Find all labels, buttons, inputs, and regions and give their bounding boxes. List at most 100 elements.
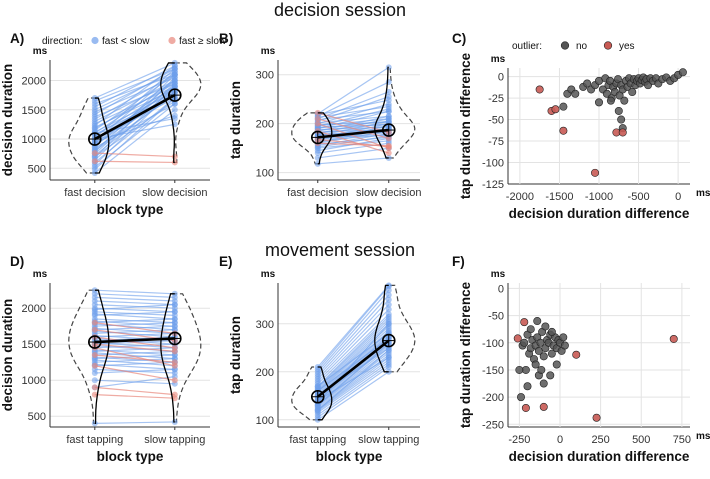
y-tick-label: 2000	[22, 303, 46, 315]
paired-line-blue	[317, 294, 390, 375]
paired-line-red	[317, 130, 389, 154]
y-tick-label: 0	[498, 72, 504, 84]
paired-line-blue	[94, 293, 175, 298]
y-unit-label: ms	[491, 54, 506, 65]
y-tick-label: -150	[482, 365, 504, 377]
scatter-point-no	[594, 98, 603, 107]
y-tick-label: -125	[482, 179, 504, 191]
inner-density-left	[94, 97, 110, 174]
x-tick-label: slow decision	[142, 187, 207, 199]
paired-line-red	[94, 160, 175, 164]
direction-legend: direction: fast < slow fast ≥ slow	[42, 36, 227, 47]
paired-line-blue	[317, 323, 390, 391]
paired-line-blue	[94, 65, 176, 108]
y-tick-label: 500	[28, 163, 46, 175]
point-blue	[91, 370, 98, 376]
legend-outlier-title: outlier:	[512, 41, 542, 52]
x-unit-label: ms	[696, 431, 710, 442]
paired-line-blue	[317, 364, 390, 416]
point-blue	[385, 301, 392, 308]
y-tick-label: -250	[482, 419, 504, 431]
inner-density-right	[374, 66, 389, 159]
panel-4: D) 500 1000 1500 2000 ms decision duration bloc…	[0, 254, 210, 464]
paired-line-blue	[317, 349, 390, 411]
panel-3: C) -125 -100 -75 -50 -25 0 ms tap duration diffe…	[452, 31, 710, 221]
legend-red-swatch	[168, 36, 176, 45]
panel-label: C)	[452, 31, 466, 46]
y-tick-label: 1500	[22, 339, 46, 351]
density-outline-left	[291, 366, 318, 421]
paired-line-blue	[94, 88, 176, 128]
scatter-point-yes	[572, 350, 581, 359]
point-red	[171, 153, 178, 160]
y-axis-title: tap duration difference	[458, 52, 473, 199]
x-tick-label: slow tapping	[358, 434, 419, 446]
paired-line-blue	[317, 103, 389, 125]
paired-line-blue	[317, 318, 390, 388]
density-outline-right	[174, 293, 202, 423]
y-axis-title: tap duration difference	[458, 281, 473, 428]
x-tick-label: 250	[591, 434, 609, 446]
point-red	[91, 158, 98, 165]
scatter-point-no	[523, 382, 532, 391]
point-blue	[385, 292, 392, 298]
paired-line-blue	[317, 359, 390, 412]
point-red	[171, 377, 178, 384]
panel-label: B)	[219, 31, 233, 46]
y-tick-label: -100	[482, 158, 504, 170]
scatter-point-no	[552, 360, 561, 369]
paired-line-blue	[317, 356, 390, 411]
paired-line-blue	[94, 421, 175, 424]
scatter-point-no	[531, 360, 540, 369]
y-tick-label: -75	[488, 136, 504, 148]
point-red	[314, 115, 321, 122]
scatter-point-no	[533, 317, 542, 326]
y-tick-label: -200	[482, 392, 504, 404]
paired-line-blue	[94, 304, 175, 309]
paired-line-blue	[317, 330, 390, 394]
paired-line-blue	[317, 361, 390, 414]
x-axis-title: block type	[316, 202, 383, 217]
y-tick-label: 300	[256, 70, 274, 82]
point-red	[91, 319, 98, 326]
density-outline-right	[388, 284, 416, 373]
inner-density-right	[160, 62, 175, 164]
point-red	[91, 150, 98, 157]
point-blue	[385, 306, 392, 313]
scatter-point-no	[559, 333, 568, 342]
y-tick-label: -25	[488, 93, 504, 105]
scatter-point-no	[526, 325, 535, 334]
paired-line-blue	[94, 77, 176, 113]
inner-density-left	[317, 112, 333, 165]
point-blue	[171, 80, 178, 87]
y-unit-label: ms	[491, 269, 506, 280]
legend-direction-fast-lt-slow: fast < slow	[102, 36, 150, 47]
paired-line-blue	[94, 85, 176, 125]
x-tick-label: fast tapping	[289, 434, 346, 446]
scatter-point-yes	[520, 318, 529, 327]
paired-line-blue	[94, 94, 176, 152]
point-blue	[385, 320, 392, 327]
x-tick-label: fast decision	[287, 187, 348, 199]
inner-density-right	[374, 284, 389, 373]
point-red	[171, 359, 178, 366]
session-title-movement: movement session	[265, 240, 415, 260]
legend-blue-swatch	[91, 36, 99, 45]
paired-line-blue	[317, 81, 390, 117]
y-tick-label: -50	[488, 115, 504, 127]
point-blue	[385, 296, 392, 303]
point-blue	[385, 347, 392, 354]
outlier-legend: outlier: no yes	[512, 41, 635, 52]
point-blue	[385, 97, 392, 104]
paired-line-blue	[94, 91, 176, 133]
y-tick-label: -100	[482, 338, 504, 350]
paired-line-blue	[317, 285, 390, 370]
scatter-point-yes	[539, 402, 548, 411]
paired-line-blue	[94, 289, 175, 295]
paired-line-blue	[317, 285, 390, 368]
mean-line	[94, 337, 175, 344]
x-tick-label: 750	[673, 434, 691, 446]
density-outline-left	[68, 97, 95, 174]
scatter-point-no	[620, 96, 629, 105]
mean-line	[94, 93, 176, 141]
